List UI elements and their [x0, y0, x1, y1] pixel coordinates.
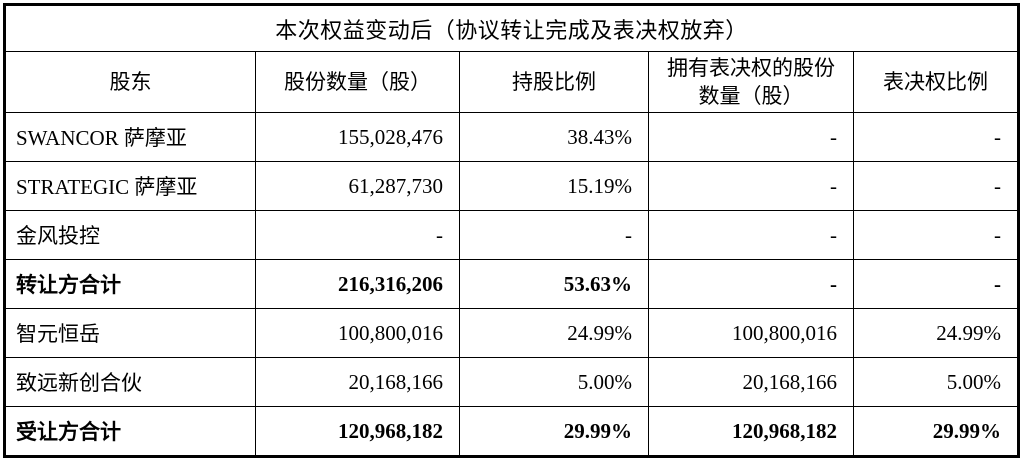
cell-shares: 61,287,730	[255, 161, 460, 211]
cell-shareholder: SWANCOR 萨摩亚	[4, 112, 256, 162]
cell-shares: 216,316,206	[255, 259, 460, 309]
cell-voting-ratio: 29.99%	[852, 406, 1020, 457]
col-header-share-ratio: 持股比例	[459, 51, 649, 113]
equity-change-table: 本次权益变动后（协议转让完成及表决权放弃） 股东 股份数量（股） 持股比例 拥有…	[3, 3, 1021, 458]
col-header-voting-ratio: 表决权比例	[852, 51, 1020, 113]
table-title: 本次权益变动后（协议转让完成及表决权放弃）	[3, 4, 1020, 52]
table-row: 金风投控 - - - -	[4, 210, 1020, 260]
cell-voting-ratio: -	[852, 259, 1020, 309]
table-row: 智元恒岳 100,800,016 24.99% 100,800,016 24.9…	[4, 308, 1020, 358]
col-header-voting-shares: 拥有表决权的股份数量（股）	[648, 51, 854, 113]
table-row: STRATEGIC 萨摩亚 61,287,730 15.19% - -	[4, 161, 1020, 211]
cell-voting-shares: -	[648, 210, 854, 260]
table-row: 转让方合计 216,316,206 53.63% - -	[4, 259, 1020, 309]
cell-voting-ratio: -	[852, 112, 1020, 162]
cell-voting-ratio: -	[852, 161, 1020, 211]
cell-shares: -	[255, 210, 460, 260]
table-title-row: 本次权益变动后（协议转让完成及表决权放弃）	[3, 4, 1020, 52]
table-row: SWANCOR 萨摩亚 155,028,476 38.43% - -	[4, 112, 1020, 162]
cell-shares: 20,168,166	[255, 357, 460, 407]
table-row: 致远新创合伙 20,168,166 5.00% 20,168,166 5.00%	[4, 357, 1020, 407]
cell-voting-shares: -	[648, 259, 854, 309]
col-header-shareholder: 股东	[4, 51, 256, 113]
cell-shares: 100,800,016	[255, 308, 460, 358]
cell-voting-shares: -	[648, 112, 854, 162]
table-header-row: 股东 股份数量（股） 持股比例 拥有表决权的股份数量（股） 表决权比例	[4, 51, 1020, 113]
cell-shareholder: 金风投控	[4, 210, 256, 260]
cell-share-ratio: 29.99%	[459, 406, 649, 457]
cell-share-ratio: 5.00%	[459, 357, 649, 407]
cell-voting-shares: 100,800,016	[648, 308, 854, 358]
cell-share-ratio: 24.99%	[459, 308, 649, 358]
cell-voting-shares: 20,168,166	[648, 357, 854, 407]
cell-voting-ratio: -	[852, 210, 1020, 260]
cell-shareholder: 受让方合计	[4, 406, 256, 457]
cell-shares: 120,968,182	[255, 406, 460, 457]
cell-share-ratio: 15.19%	[459, 161, 649, 211]
cell-voting-shares: 120,968,182	[648, 406, 854, 457]
col-header-shares: 股份数量（股）	[255, 51, 460, 113]
cell-shareholder: 转让方合计	[4, 259, 256, 309]
cell-shares: 155,028,476	[255, 112, 460, 162]
cell-share-ratio: 53.63%	[459, 259, 649, 309]
cell-share-ratio: -	[459, 210, 649, 260]
cell-share-ratio: 38.43%	[459, 112, 649, 162]
cell-shareholder: 致远新创合伙	[4, 357, 256, 407]
cell-voting-ratio: 24.99%	[852, 308, 1020, 358]
cell-voting-shares: -	[648, 161, 854, 211]
cell-shareholder: STRATEGIC 萨摩亚	[4, 161, 256, 211]
table-body: SWANCOR 萨摩亚 155,028,476 38.43% - - STRAT…	[4, 112, 1020, 457]
cell-voting-ratio: 5.00%	[852, 357, 1020, 407]
cell-shareholder: 智元恒岳	[4, 308, 256, 358]
table-row: 受让方合计 120,968,182 29.99% 120,968,182 29.…	[4, 406, 1020, 457]
